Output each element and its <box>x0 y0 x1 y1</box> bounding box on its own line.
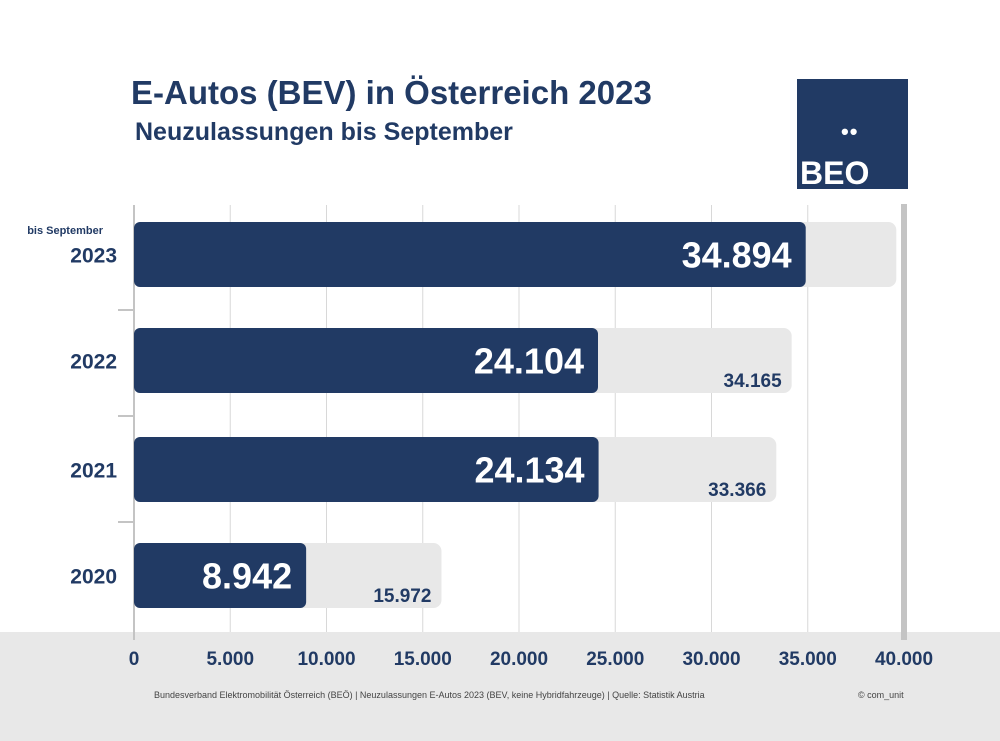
x-tick-label: 25.000 <box>586 649 644 670</box>
value-label: 24.104 <box>474 341 584 382</box>
value-bar <box>134 437 599 502</box>
category-label: 2023 <box>70 245 117 268</box>
beo-logo: •• BEO <box>797 79 908 191</box>
x-tick-label: 15.000 <box>394 649 452 670</box>
logo-dots: •• <box>841 119 859 144</box>
logo-text: BEO <box>800 155 870 191</box>
right-border <box>901 204 907 640</box>
footer-band <box>0 632 1000 741</box>
value-bar <box>134 328 599 393</box>
category-label: 2022 <box>70 351 117 374</box>
total-label: 34.165 <box>724 371 783 392</box>
x-tick-label: 40.000 <box>875 649 933 670</box>
x-tick-label: 0 <box>129 649 140 670</box>
value-bar <box>134 543 307 608</box>
source-note: Bundesverband Elektromobilität Österreic… <box>154 690 705 700</box>
x-tick-label: 30.000 <box>682 649 740 670</box>
category-note: bis September <box>27 225 104 237</box>
chart-subtitle: Neuzulassungen bis September <box>135 118 513 146</box>
value-label: 8.942 <box>202 556 292 597</box>
value-label: 24.134 <box>474 450 584 491</box>
x-tick-label: 10.000 <box>297 649 355 670</box>
category-label: 2020 <box>70 566 117 589</box>
total-label: 33.366 <box>708 480 766 501</box>
x-tick-label: 35.000 <box>779 649 837 670</box>
value-bar <box>134 222 806 287</box>
x-tick-label: 5.000 <box>206 649 254 670</box>
x-tick-label: 20.000 <box>490 649 548 670</box>
copyright: © com_unit <box>858 690 904 700</box>
total-label: 15.972 <box>373 586 431 607</box>
category-label: 2021 <box>70 460 117 483</box>
value-label: 34.894 <box>682 235 792 276</box>
chart-title: E-Autos (BEV) in Österreich 2023 <box>131 74 652 111</box>
